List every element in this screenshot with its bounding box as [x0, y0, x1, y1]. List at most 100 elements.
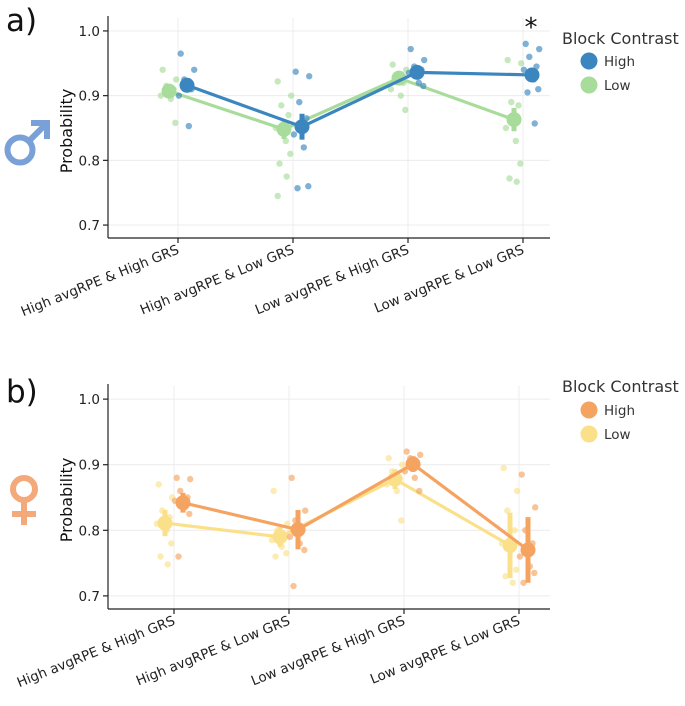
data-point: [302, 507, 309, 514]
data-point: [301, 546, 308, 554]
data-point: [526, 53, 533, 61]
data-point: [389, 61, 396, 68]
data-point: [276, 160, 283, 167]
mean-point: [272, 529, 288, 545]
data-point: [173, 474, 180, 482]
data-point: [387, 85, 395, 93]
data-point: [272, 553, 279, 560]
data-point: [175, 553, 182, 560]
legend-b-title: Block Contrast: [562, 377, 679, 396]
data-point: [385, 454, 392, 462]
legend-a-high-swatch: [580, 52, 598, 70]
data-point: [283, 550, 290, 557]
mean-point: [405, 456, 421, 472]
legend-b-high-swatch: [580, 401, 598, 419]
data-point: [504, 56, 511, 64]
data-point: [415, 79, 422, 86]
data-point: [294, 184, 301, 192]
legend-a-high-label: High: [604, 54, 635, 70]
mean-point: [175, 495, 191, 511]
data-point: [515, 102, 522, 109]
mean-point: [502, 537, 518, 553]
data-point: [177, 487, 184, 495]
data-point: [416, 487, 423, 495]
data-point: [288, 92, 295, 99]
data-point: [511, 527, 518, 534]
y-tick-label-0: 0.7: [79, 589, 100, 605]
data-point: [296, 98, 303, 106]
data-point: [300, 144, 307, 151]
data-point: [177, 50, 184, 57]
legend-a-title: Block Contrast: [562, 29, 679, 48]
data-point: [283, 173, 290, 180]
mean-point: [276, 121, 292, 137]
data-point: [398, 517, 405, 524]
data-point: [186, 510, 193, 518]
data-point: [175, 92, 183, 99]
series-low: [153, 454, 521, 586]
mean-point: [506, 112, 522, 128]
y-tick-label-1: 0.8: [79, 153, 100, 169]
legend-b: Block Contrast High Low: [562, 377, 679, 443]
mean-point: [157, 515, 173, 531]
data-point: [173, 76, 180, 83]
data-point: [518, 471, 525, 478]
y-tick-label-3: 1.0: [79, 24, 100, 40]
data-point: [417, 451, 424, 459]
data-point: [536, 45, 543, 53]
mean-point: [409, 64, 425, 80]
data-point: [290, 131, 298, 138]
data-point: [420, 82, 427, 90]
data-point: [403, 448, 410, 455]
data-point: [397, 92, 404, 99]
data-point: [187, 475, 194, 483]
panel-a-label: a): [6, 3, 37, 39]
series-high: [171, 448, 539, 590]
data-point: [393, 487, 400, 495]
data-point: [305, 183, 312, 190]
legend-a-low-swatch: [580, 76, 598, 94]
significance-annotation: *: [525, 13, 538, 43]
data-point: [159, 66, 166, 73]
data-point: [399, 461, 406, 468]
data-point: [286, 533, 294, 541]
series-line-high: [182, 462, 529, 552]
data-point: [421, 56, 428, 64]
data-point: [520, 579, 527, 586]
series-high: [175, 40, 543, 192]
y-tick-label-2: 0.9: [79, 458, 100, 474]
data-point: [270, 487, 277, 495]
data-point: [287, 150, 294, 158]
data-point: [306, 73, 313, 80]
data-point: [278, 102, 285, 109]
data-point: [290, 582, 297, 590]
data-point: [518, 60, 525, 67]
data-point: [517, 160, 524, 167]
y-tick-label-1: 0.8: [79, 523, 100, 539]
data-point: [172, 119, 179, 127]
mean-point: [524, 67, 540, 83]
data-point: [500, 464, 507, 472]
data-point: [407, 45, 414, 53]
data-point: [157, 553, 164, 560]
series-line-high: [186, 70, 533, 129]
data-point: [522, 40, 529, 48]
mean-point: [290, 522, 306, 538]
series-line-low: [168, 76, 515, 132]
data-point: [506, 175, 513, 182]
data-point: [514, 487, 521, 495]
data-point: [524, 89, 531, 96]
data-point: [532, 504, 539, 511]
data-point: [285, 111, 292, 119]
mean-point: [179, 77, 195, 93]
panel-a-ylabel: Probability: [57, 89, 76, 174]
data-point: [402, 106, 409, 114]
data-point: [504, 507, 511, 514]
data-point: [502, 124, 510, 132]
data-point: [531, 569, 538, 577]
female-symbol-icon: [10, 475, 38, 525]
